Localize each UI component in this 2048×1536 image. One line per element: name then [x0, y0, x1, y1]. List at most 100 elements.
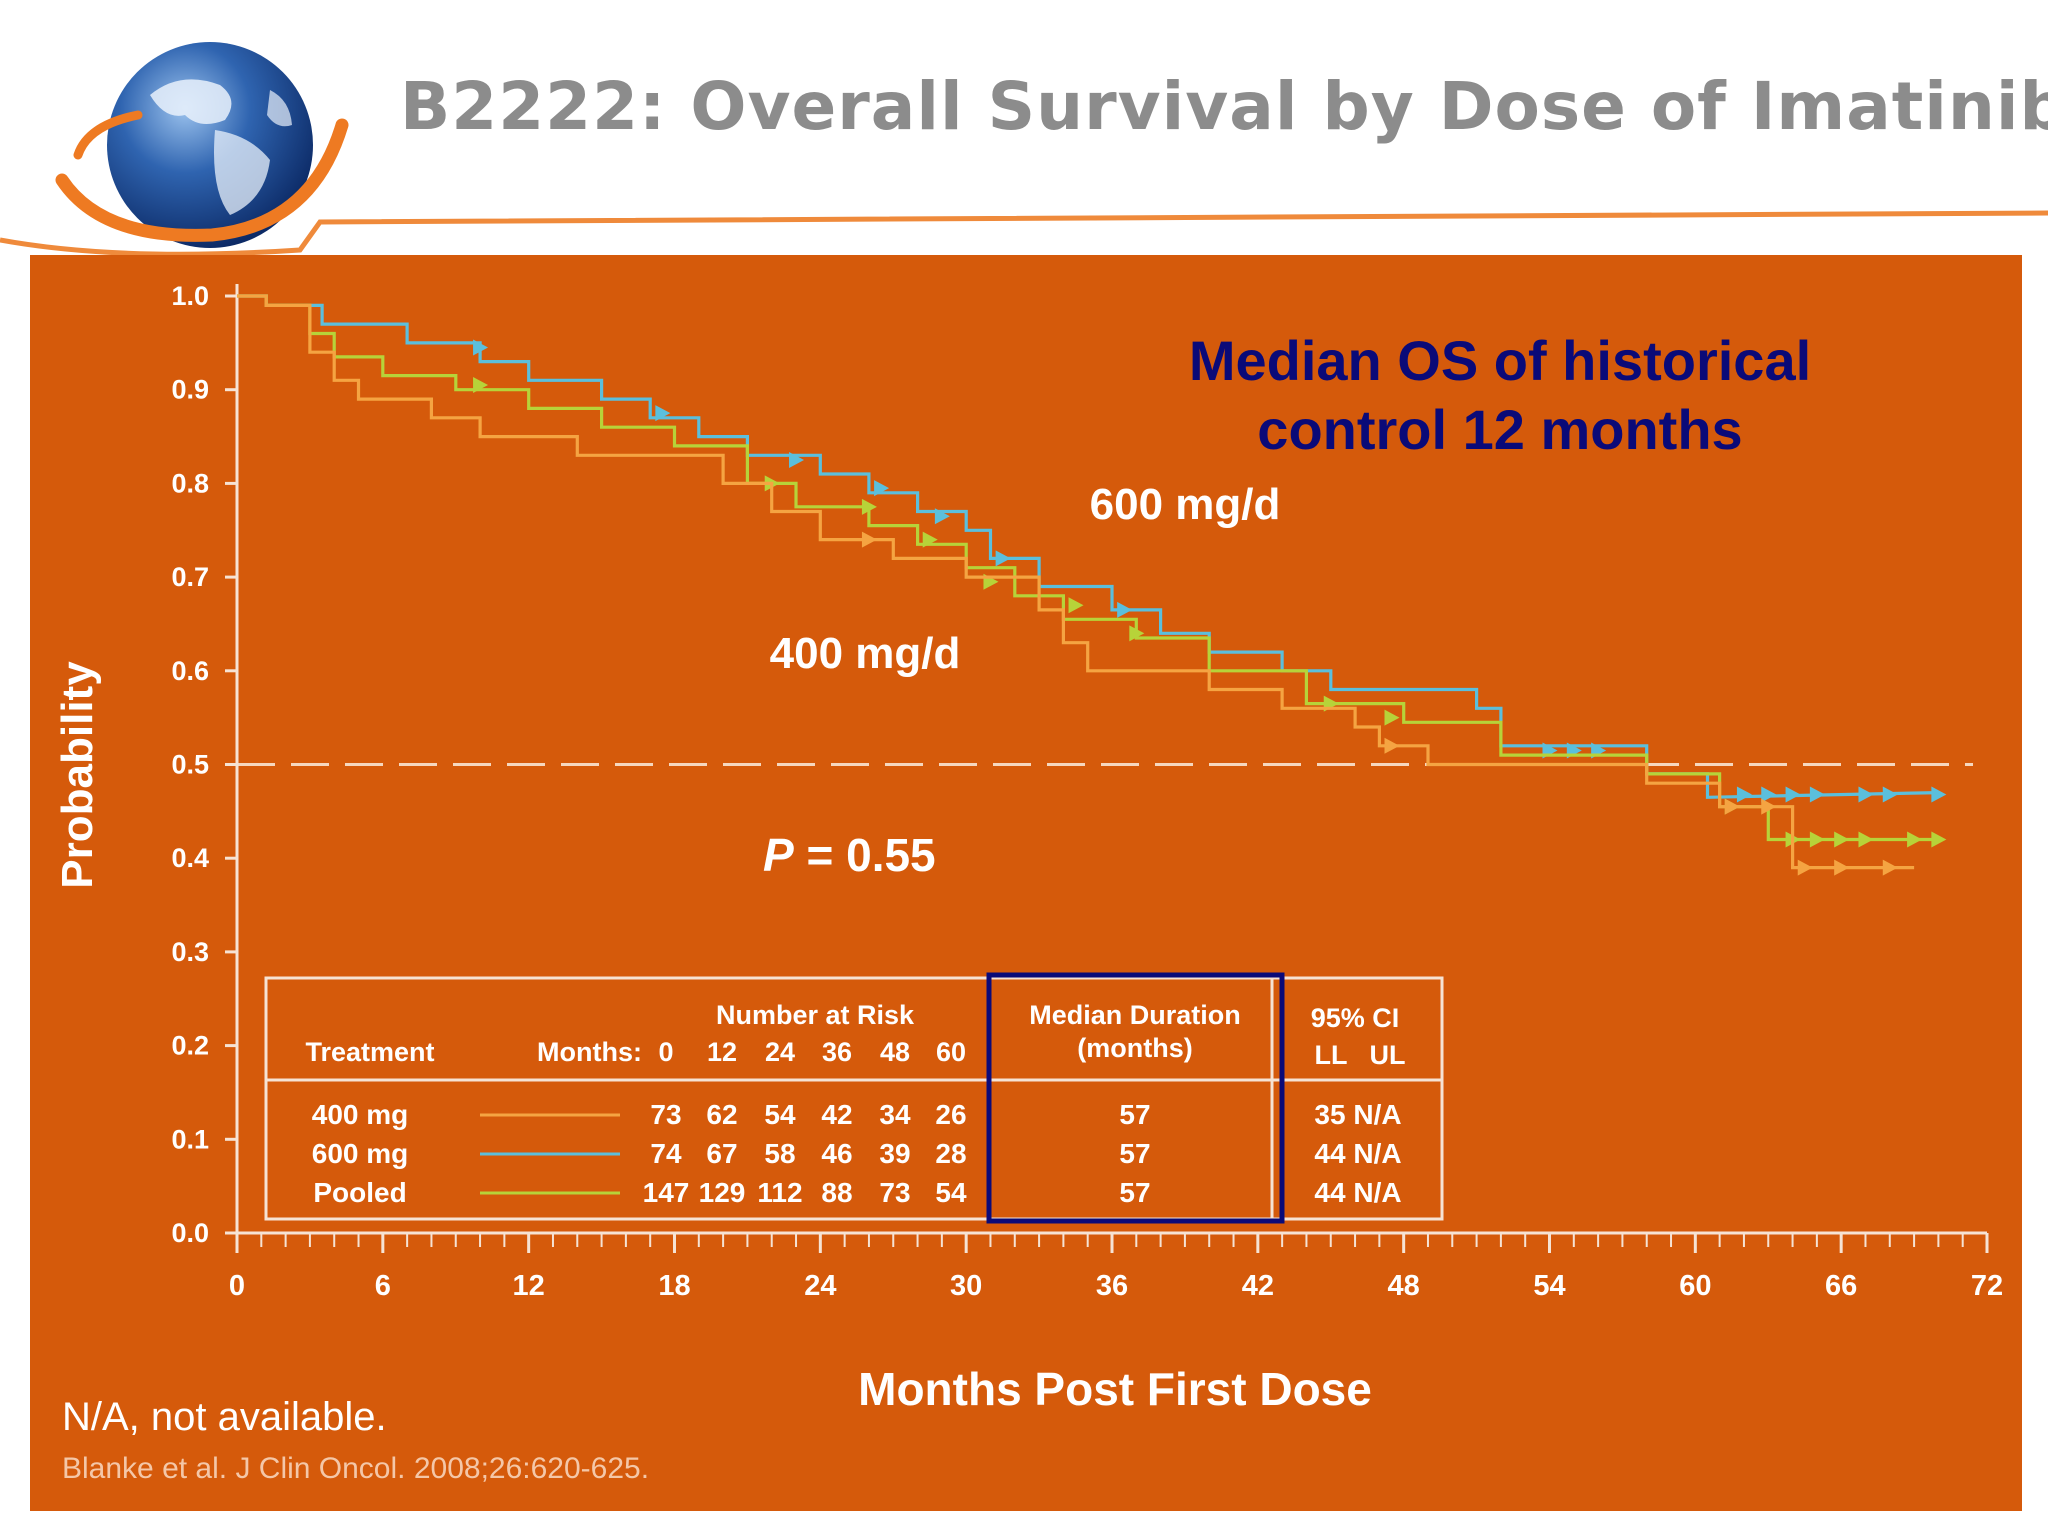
censor-mark-400-mg	[1384, 737, 1400, 754]
risk-table-row: Pooled 147 129 112 88 73 54 57 44 N/A	[313, 1177, 1401, 1208]
censor-mark-600-mg	[655, 405, 671, 422]
header-divider	[0, 210, 2048, 257]
month-header: 12	[707, 1037, 737, 1067]
y-tick-label: 0.6	[171, 656, 209, 686]
chart-panel	[30, 255, 2022, 1511]
y-tick-label: 0.0	[171, 1218, 209, 1248]
slide-title: B2222: Overall Survival by Dose of Imati…	[400, 68, 2048, 145]
y-tick-label: 0.9	[171, 375, 209, 405]
row-count: 58	[764, 1138, 795, 1169]
row-count: 54	[764, 1099, 796, 1130]
citation: Blanke et al. J Clin Oncol. 2008;26:620-…	[62, 1452, 650, 1485]
series-line-600-mg	[237, 294, 1939, 799]
header-ci-line1: 95% CI	[1311, 1003, 1400, 1033]
censor-mark-600-mg	[874, 480, 890, 497]
censor-mark-600-mg	[1761, 786, 1777, 803]
row-count: 62	[706, 1099, 737, 1130]
censor-mark-600-mg	[1809, 786, 1825, 803]
row-count: 112	[757, 1177, 802, 1208]
censor-mark-pooled	[1907, 831, 1923, 848]
header-graphics	[0, 42, 2048, 257]
x-tick-label: 72	[1971, 1270, 2003, 1302]
footnote: N/A, not available.	[62, 1395, 387, 1439]
row-count: 73	[879, 1177, 910, 1208]
x-tick-label: 24	[804, 1270, 836, 1302]
x-tick-label: 30	[950, 1270, 982, 1302]
censor-mark-pooled	[473, 377, 489, 394]
censor-mark-pooled	[1068, 597, 1084, 614]
risk-table-row: 400 mg 73 62 54 42 34 26 57 35 N/A	[312, 1099, 1402, 1130]
row-ci: 44 N/A	[1314, 1177, 1401, 1208]
row-count: 88	[821, 1177, 852, 1208]
risk-table: Number at Risk Treatment Months: 0 12 24 36…	[264, 972, 1444, 1224]
censor-mark-400-mg	[1724, 798, 1740, 815]
label-400-mg: 400 mg/d	[770, 629, 961, 678]
censor-mark-600-mg	[1931, 786, 1947, 803]
month-header: 36	[822, 1037, 852, 1067]
censor-mark-pooled	[1384, 709, 1400, 726]
x-tick-label: 60	[1679, 1270, 1711, 1302]
row-count: 46	[821, 1138, 852, 1169]
row-count: 42	[821, 1099, 852, 1130]
censor-mark-600-mg	[1736, 786, 1752, 803]
header-months: Months:	[537, 1037, 642, 1067]
header-treatment: Treatment	[305, 1037, 434, 1067]
x-axis-label: Months Post First Dose	[858, 1363, 1372, 1415]
row-treatment: 600 mg	[312, 1138, 409, 1169]
row-ci: 44 N/A	[1314, 1138, 1401, 1169]
row-count: 147	[643, 1177, 690, 1208]
y-axis-label: Probability	[53, 661, 102, 889]
row-count: 39	[879, 1138, 910, 1169]
censor-mark-pooled	[1129, 625, 1145, 642]
header-ci-line2: LL UL	[1315, 1040, 1406, 1070]
series-line-pooled	[237, 294, 1939, 842]
y-tick-label: 0.1	[171, 1124, 209, 1154]
header-number-at-risk: Number at Risk	[716, 1000, 915, 1030]
censor-mark-600-mg	[1858, 786, 1874, 803]
y-tick-label: 0.5	[171, 750, 209, 780]
censor-mark-600-mg	[1117, 601, 1133, 618]
censor-mark-600-mg	[934, 508, 950, 525]
x-tick-label: 36	[1096, 1270, 1128, 1302]
censor-mark-400-mg	[1761, 798, 1777, 815]
censor-mark-pooled	[861, 498, 877, 515]
row-count: 54	[935, 1177, 967, 1208]
x-tick-label: 42	[1242, 1270, 1274, 1302]
row-treatment: Pooled	[313, 1177, 406, 1208]
row-median: 57	[1119, 1177, 1150, 1208]
x-tick-label: 66	[1825, 1270, 1857, 1302]
censor-mark-600-mg	[1882, 786, 1898, 803]
y-tick-label: 0.8	[171, 468, 209, 498]
censor-mark-pooled	[1858, 831, 1874, 848]
y-tick-label: 0.2	[171, 1031, 209, 1061]
censor-mark-400-mg	[861, 531, 877, 548]
y-tick-label: 0.7	[171, 562, 209, 592]
row-ci: 35 N/A	[1314, 1099, 1401, 1130]
row-count: 34	[879, 1099, 911, 1130]
x-tick-label: 0	[229, 1270, 245, 1302]
header-median-line2: (months)	[1077, 1033, 1192, 1063]
y-tick-label: 1.0	[171, 281, 209, 311]
historical-control-line2: control 12 months	[1257, 398, 1742, 461]
y-tick-label: 0.3	[171, 937, 209, 967]
series-line-400-mg	[237, 294, 1915, 870]
x-tick-label: 48	[1388, 1270, 1420, 1302]
censor-mark-600-mg	[473, 339, 489, 356]
month-header: 48	[880, 1037, 910, 1067]
censor-mark-400-mg	[1834, 859, 1850, 876]
globe-logo-icon	[55, 42, 349, 248]
x-tick-label: 54	[1533, 1270, 1565, 1302]
p-value: P = 0.55	[763, 829, 936, 881]
x-tick-label: 12	[513, 1270, 545, 1302]
y-tick-label: 0.4	[171, 843, 209, 873]
row-median: 57	[1119, 1099, 1150, 1130]
row-count: 74	[650, 1138, 682, 1169]
row-count: 129	[699, 1177, 746, 1208]
row-median: 57	[1119, 1138, 1150, 1169]
x-tick-label: 18	[658, 1270, 690, 1302]
label-600-mg: 600 mg/d	[1090, 480, 1281, 529]
censor-mark-600-mg	[789, 451, 805, 468]
x-tick-label: 6	[375, 1270, 391, 1302]
row-treatment: 400 mg	[312, 1099, 409, 1130]
